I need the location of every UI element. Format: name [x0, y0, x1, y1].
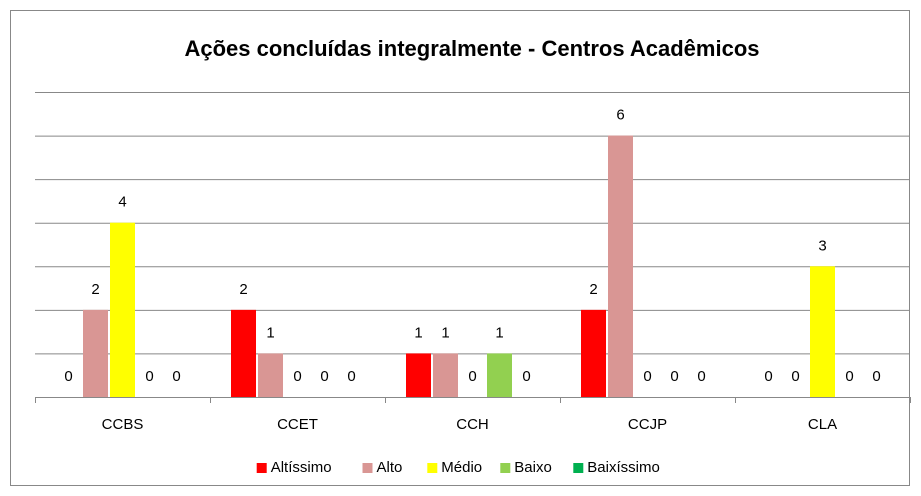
legend-swatch [500, 463, 511, 473]
x-tick-label: CCET [277, 416, 318, 433]
data-label: 2 [239, 281, 247, 298]
chart-title: Ações concluídas integralmente - Centros… [184, 36, 759, 61]
data-label: 0 [791, 368, 799, 385]
chart-border [10, 10, 910, 486]
legend-label: Alto [377, 459, 403, 476]
data-label: 0 [293, 368, 301, 385]
data-label: 0 [845, 368, 853, 385]
bar [258, 353, 283, 397]
data-label: 1 [266, 324, 274, 341]
bar [406, 353, 431, 397]
bar [581, 309, 606, 397]
legend-swatch [573, 463, 584, 473]
legend-swatch [256, 463, 267, 473]
legend-label: Baixíssimo [587, 459, 660, 476]
legend-swatch [427, 463, 438, 473]
x-tick-label: CCH [456, 416, 489, 433]
data-label: 4 [118, 194, 126, 211]
bar [608, 135, 633, 398]
data-label: 3 [818, 237, 826, 254]
data-label: 0 [522, 368, 530, 385]
data-label: 0 [145, 368, 153, 385]
x-tick-label: CCBS [102, 416, 144, 433]
bar [83, 309, 108, 397]
data-label: 1 [441, 324, 449, 341]
bar [433, 353, 458, 397]
data-label: 0 [697, 368, 705, 385]
data-label: 6 [616, 107, 624, 124]
x-tick-label: CLA [808, 416, 837, 433]
x-tick-label: CCJP [628, 416, 667, 433]
bar [487, 353, 512, 397]
legend-label: Altíssimo [271, 459, 332, 476]
data-label: 2 [91, 281, 99, 298]
data-label: 0 [64, 368, 72, 385]
data-label: 0 [320, 368, 328, 385]
legend-label: Baixo [514, 459, 552, 476]
data-label: 0 [670, 368, 678, 385]
data-label: 0 [347, 368, 355, 385]
bar [110, 222, 135, 397]
data-label: 0 [872, 368, 880, 385]
data-label: 0 [172, 368, 180, 385]
data-label: 0 [468, 368, 476, 385]
data-label: 0 [764, 368, 772, 385]
data-label: 1 [495, 324, 503, 341]
data-label: 1 [414, 324, 422, 341]
legend-label: Médio [441, 459, 482, 476]
legend-swatch [362, 463, 373, 473]
data-label: 0 [643, 368, 651, 385]
data-label: 2 [589, 281, 597, 298]
bar [810, 266, 835, 397]
bar [231, 309, 256, 397]
